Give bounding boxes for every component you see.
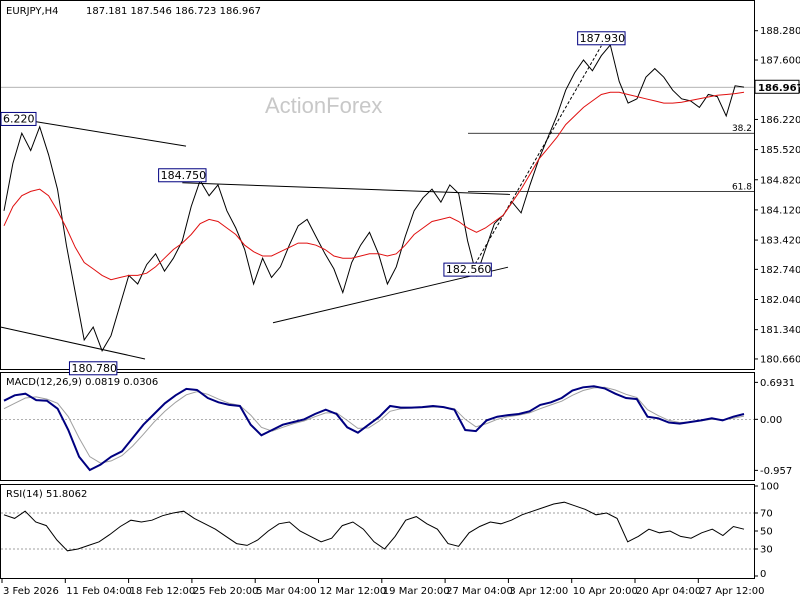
price-annotation-label: 180.780 (71, 362, 117, 375)
price-annotation-box (0, 111, 37, 126)
fib-level-label: 61.8 (732, 182, 752, 192)
time-axis-label: 3 Apr 12:00 (509, 586, 568, 597)
ohlc-readout: 187.181 187.546 186.723 186.967 (86, 6, 261, 17)
price-panel[interactable] (0, 0, 755, 370)
price-axis-label: 182.040 (760, 295, 800, 306)
rsi-line (3, 501, 745, 552)
channel-lower-trendline (0, 326, 146, 360)
fib-level-label: 38.2 (732, 124, 752, 134)
time-axis-label: 20 Apr 04:00 (636, 586, 701, 597)
rsi-axis-label: 0 (760, 569, 766, 580)
macd-line (3, 385, 745, 472)
time-axis-label: 27 Apr 12:00 (699, 586, 764, 597)
price-annotation-label: 187.930 (580, 32, 626, 45)
rsi-axis-label: 70 (760, 509, 773, 520)
macd-signal-line (3, 386, 745, 464)
price-axis-label: 182.740 (760, 265, 800, 276)
time-axis-label: 5 Mar 04:00 (256, 586, 316, 597)
time-axis-label: 3 Feb 2026 (3, 586, 59, 597)
price-annotation-label: 6.220 (3, 112, 35, 125)
price-annotation-box (158, 168, 207, 183)
price-axis-label: 184.820 (760, 175, 800, 186)
rsi-title: RSI(14) 51.8062 (6, 489, 87, 500)
price-annotation-label: 184.750 (161, 169, 207, 182)
price-axis-label: 187.600 (760, 56, 800, 67)
time-axis-label: 27 Mar 04:00 (446, 586, 513, 597)
watermark: ActionForex (265, 93, 382, 118)
price-annotation-label: 182.560 (446, 263, 492, 276)
price-annotation-box (577, 31, 626, 46)
ema-series-line (3, 91, 745, 281)
price-axis-label: 180.660 (760, 354, 800, 365)
time-axis-label: 25 Feb 20:00 (193, 586, 259, 597)
macd-axis-label: 0.00 (760, 415, 782, 426)
macd-title: MACD(12,26,9) 0.0819 0.0306 (6, 377, 158, 388)
current-price-label: 186.967 (758, 83, 800, 94)
rsi-axis-label: 30 (760, 545, 773, 556)
price-axis-label: 186.220 (760, 115, 800, 126)
dashed-upleg-line (467, 45, 602, 278)
price-axis-label: 181.340 (760, 325, 800, 336)
time-axis-label: 18 Feb 12:00 (130, 586, 196, 597)
macd-axis-label: 0.6931 (760, 378, 795, 389)
symbol-label: EURJPY,H4 (6, 6, 59, 17)
time-axis-label: 11 Feb 04:00 (66, 586, 132, 597)
price-axis-label: 183.420 (760, 236, 800, 247)
time-axis-label: 12 Mar 12:00 (320, 586, 387, 597)
rsi-axis-label: 100 (760, 482, 779, 493)
price-axis-label: 185.520 (760, 145, 800, 156)
price-annotation-box (68, 361, 118, 376)
resistance-trendline (182, 182, 511, 195)
current-price-box (754, 79, 800, 94)
macd-axis-label: -0.957 (760, 466, 792, 477)
price-annotation-box (443, 262, 492, 277)
price-series-line (3, 43, 745, 352)
rsi-axis-label: 50 (760, 527, 773, 538)
macd-panel[interactable] (0, 372, 755, 481)
time-axis-label: 19 Mar 20:00 (383, 586, 450, 597)
price-axis-label: 184.120 (760, 205, 800, 216)
price-axis-label: 188.280 (760, 26, 800, 37)
time-axis-label: 10 Apr 20:00 (573, 586, 638, 597)
